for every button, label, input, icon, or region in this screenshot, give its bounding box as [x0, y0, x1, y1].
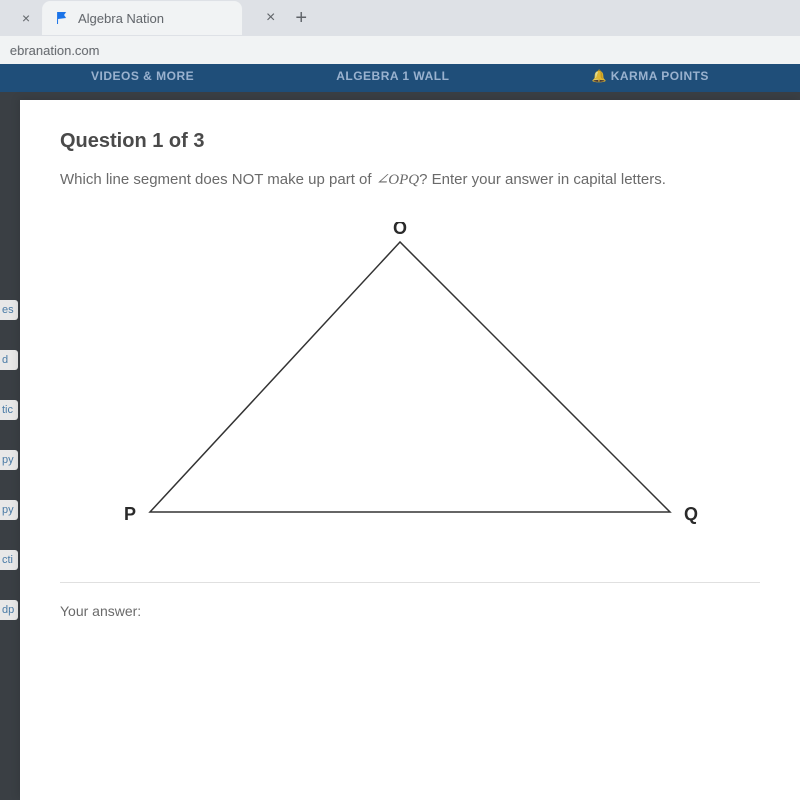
sidebar-tab[interactable]: dp: [0, 600, 18, 620]
close-icon[interactable]: ×: [18, 10, 34, 26]
svg-text:Q: Q: [684, 504, 698, 524]
question-number: Question 1 of 3: [60, 130, 760, 153]
triangle-svg: O P Q: [110, 222, 710, 542]
tab-title: Algebra Nation: [78, 11, 164, 26]
tabs-bar: × Algebra Nation × +: [0, 0, 800, 36]
svg-text:O: O: [393, 222, 407, 238]
sidebar-tab[interactable]: d: [0, 350, 18, 370]
site-navigation: VIDEOS & MORE ALGEBRA 1 WALL 🔔 KARMA POI…: [0, 60, 800, 92]
url-text: ebranation.com: [10, 43, 100, 58]
nav-karma[interactable]: 🔔 KARMA POINTS: [591, 69, 709, 83]
address-bar[interactable]: ebranation.com: [0, 36, 800, 64]
nav-wall[interactable]: ALGEBRA 1 WALL: [336, 69, 449, 83]
question-panel: Question 1 of 3 Which line segment does …: [20, 100, 800, 800]
close-icon[interactable]: ×: [266, 9, 275, 27]
new-tab-button[interactable]: +: [295, 7, 307, 30]
sidebar-tabs: es d tic py py cti dp: [0, 300, 18, 620]
sidebar-tab[interactable]: py: [0, 500, 18, 520]
svg-text:P: P: [124, 504, 136, 524]
triangle-diagram: O P Q: [60, 222, 760, 542]
browser-chrome: × Algebra Nation × + ebranation.com: [0, 0, 800, 60]
flag-icon: [54, 10, 70, 26]
nav-videos[interactable]: VIDEOS & MORE: [91, 69, 194, 83]
answer-label: Your answer:: [60, 603, 141, 619]
sidebar-tab[interactable]: cti: [0, 550, 18, 570]
browser-tab-active[interactable]: Algebra Nation: [42, 1, 242, 35]
angle-notation: ∠OPQ: [376, 172, 419, 188]
question-prompt: Which line segment does NOT make up part…: [60, 169, 760, 192]
sidebar-tab[interactable]: tic: [0, 400, 18, 420]
sidebar-tab[interactable]: es: [0, 300, 18, 320]
sidebar-tab[interactable]: py: [0, 450, 18, 470]
answer-section: Your answer:: [60, 582, 760, 621]
